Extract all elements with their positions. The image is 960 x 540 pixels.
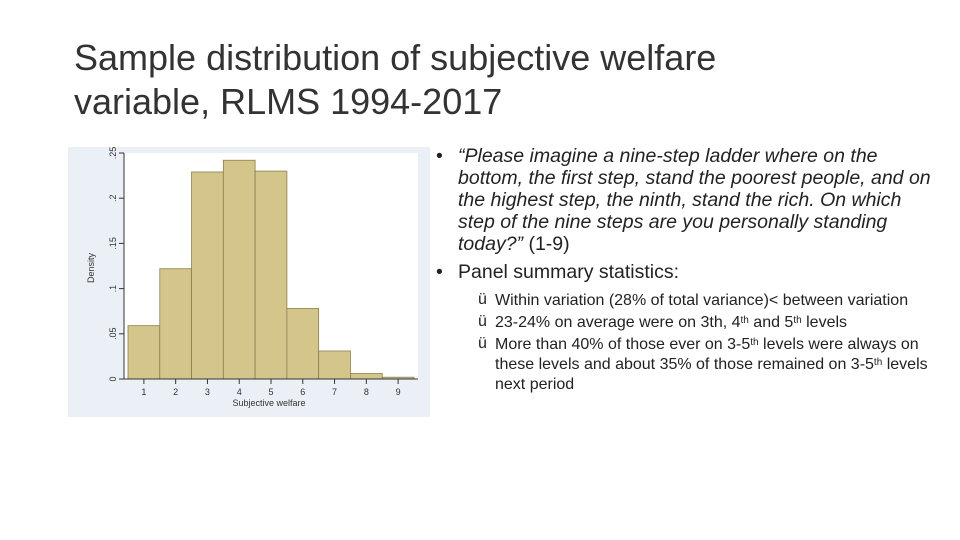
- slide-title-line-1: Sample distribution of subjective welfar…: [74, 37, 717, 78]
- check-icon: ü: [478, 291, 487, 308]
- panel-stats-sublist: ü Within variation (28% of total varianc…: [478, 291, 948, 395]
- histogram-bar: [318, 350, 351, 380]
- sub-bullet-persistence: ü More than 40% of those ever on 3-5th l…: [478, 335, 948, 395]
- y-tick-label: .25: [108, 147, 118, 159]
- x-tick-label: 4: [237, 387, 242, 397]
- x-tick-label: 6: [300, 387, 305, 397]
- histogram-bar: [159, 268, 192, 380]
- y-tick-label: .1: [108, 285, 118, 293]
- superscript: th: [750, 337, 759, 348]
- histogram-bar: [191, 171, 224, 380]
- y-tick-label: .05: [108, 328, 118, 341]
- panel-stats-heading: Panel summary statistics:: [458, 261, 680, 283]
- x-axis-label: Subjective welfare: [232, 398, 305, 408]
- bullet-marker: •: [436, 261, 443, 283]
- sub-bullet-average-levels: ü 23-24% on average were on 3th, 4th and…: [478, 313, 948, 333]
- slide-title-line-2: variable, RLMS 1994-2017: [74, 81, 503, 122]
- sub-bullet-text: levels: [801, 314, 848, 331]
- superscript: th: [793, 315, 802, 326]
- bullet-list: • “Please imagine a nine-step ladder whe…: [436, 145, 936, 397]
- histogram-bar: [286, 308, 320, 380]
- check-icon: ü: [478, 335, 487, 352]
- histogram-bar: [127, 325, 161, 380]
- y-tick-label: 0: [108, 376, 118, 381]
- histogram-bar: [222, 159, 256, 380]
- superscript: th: [873, 357, 883, 368]
- y-tick-label: .15: [108, 237, 118, 250]
- sub-bullet-text: and 5: [748, 314, 794, 331]
- superscript: th: [740, 315, 749, 326]
- sub-bullet-text: 23-24% on average were on 3th, 4: [495, 314, 741, 331]
- sub-bullet-text: More than 40% of those ever on 3-5: [495, 336, 751, 353]
- histogram-bar: [254, 170, 288, 380]
- x-tick-label: 7: [332, 387, 337, 397]
- x-tick-label: 1: [141, 387, 146, 397]
- check-icon: ü: [478, 313, 487, 330]
- question-scale: (1-9): [523, 233, 570, 255]
- histogram-bar: [350, 373, 383, 380]
- sub-bullet-within-variation: ü Within variation (28% of total varianc…: [478, 291, 948, 311]
- sub-bullet-text: levels were always on these levels and a…: [495, 336, 919, 373]
- histogram-svg: 0 .05 .1 .15 .2 .25 Density 1 2 3 4 5 6 7 8 9 Subjective…: [86, 147, 418, 408]
- x-tick-label: 2: [173, 387, 178, 397]
- x-tick-label: 5: [268, 387, 273, 397]
- x-tick-label: 8: [364, 387, 369, 397]
- bullet-marker: •: [436, 145, 443, 167]
- sub-bullet-text: Within variation (28% of total variance)…: [495, 292, 909, 309]
- histogram-chart: 0 .05 .1 .15 .2 .25 Density 1 2 3 4 5 6 7 8 9 Subjective…: [68, 147, 430, 417]
- sub-bullet-text: levels next period: [495, 356, 928, 393]
- bullet-panel-stats: • Panel summary statistics:: [436, 261, 936, 283]
- x-tick-label: 9: [396, 387, 401, 397]
- x-tick-label: 3: [205, 387, 210, 397]
- y-tick-label: .2: [108, 194, 118, 202]
- slide-title: Sample distribution of subjective welfar…: [74, 36, 894, 124]
- y-axis-label: Density: [86, 252, 96, 283]
- bullet-question: • “Please imagine a nine-step ladder whe…: [436, 145, 936, 255]
- question-text: “Please imagine a nine-step ladder where…: [458, 145, 931, 255]
